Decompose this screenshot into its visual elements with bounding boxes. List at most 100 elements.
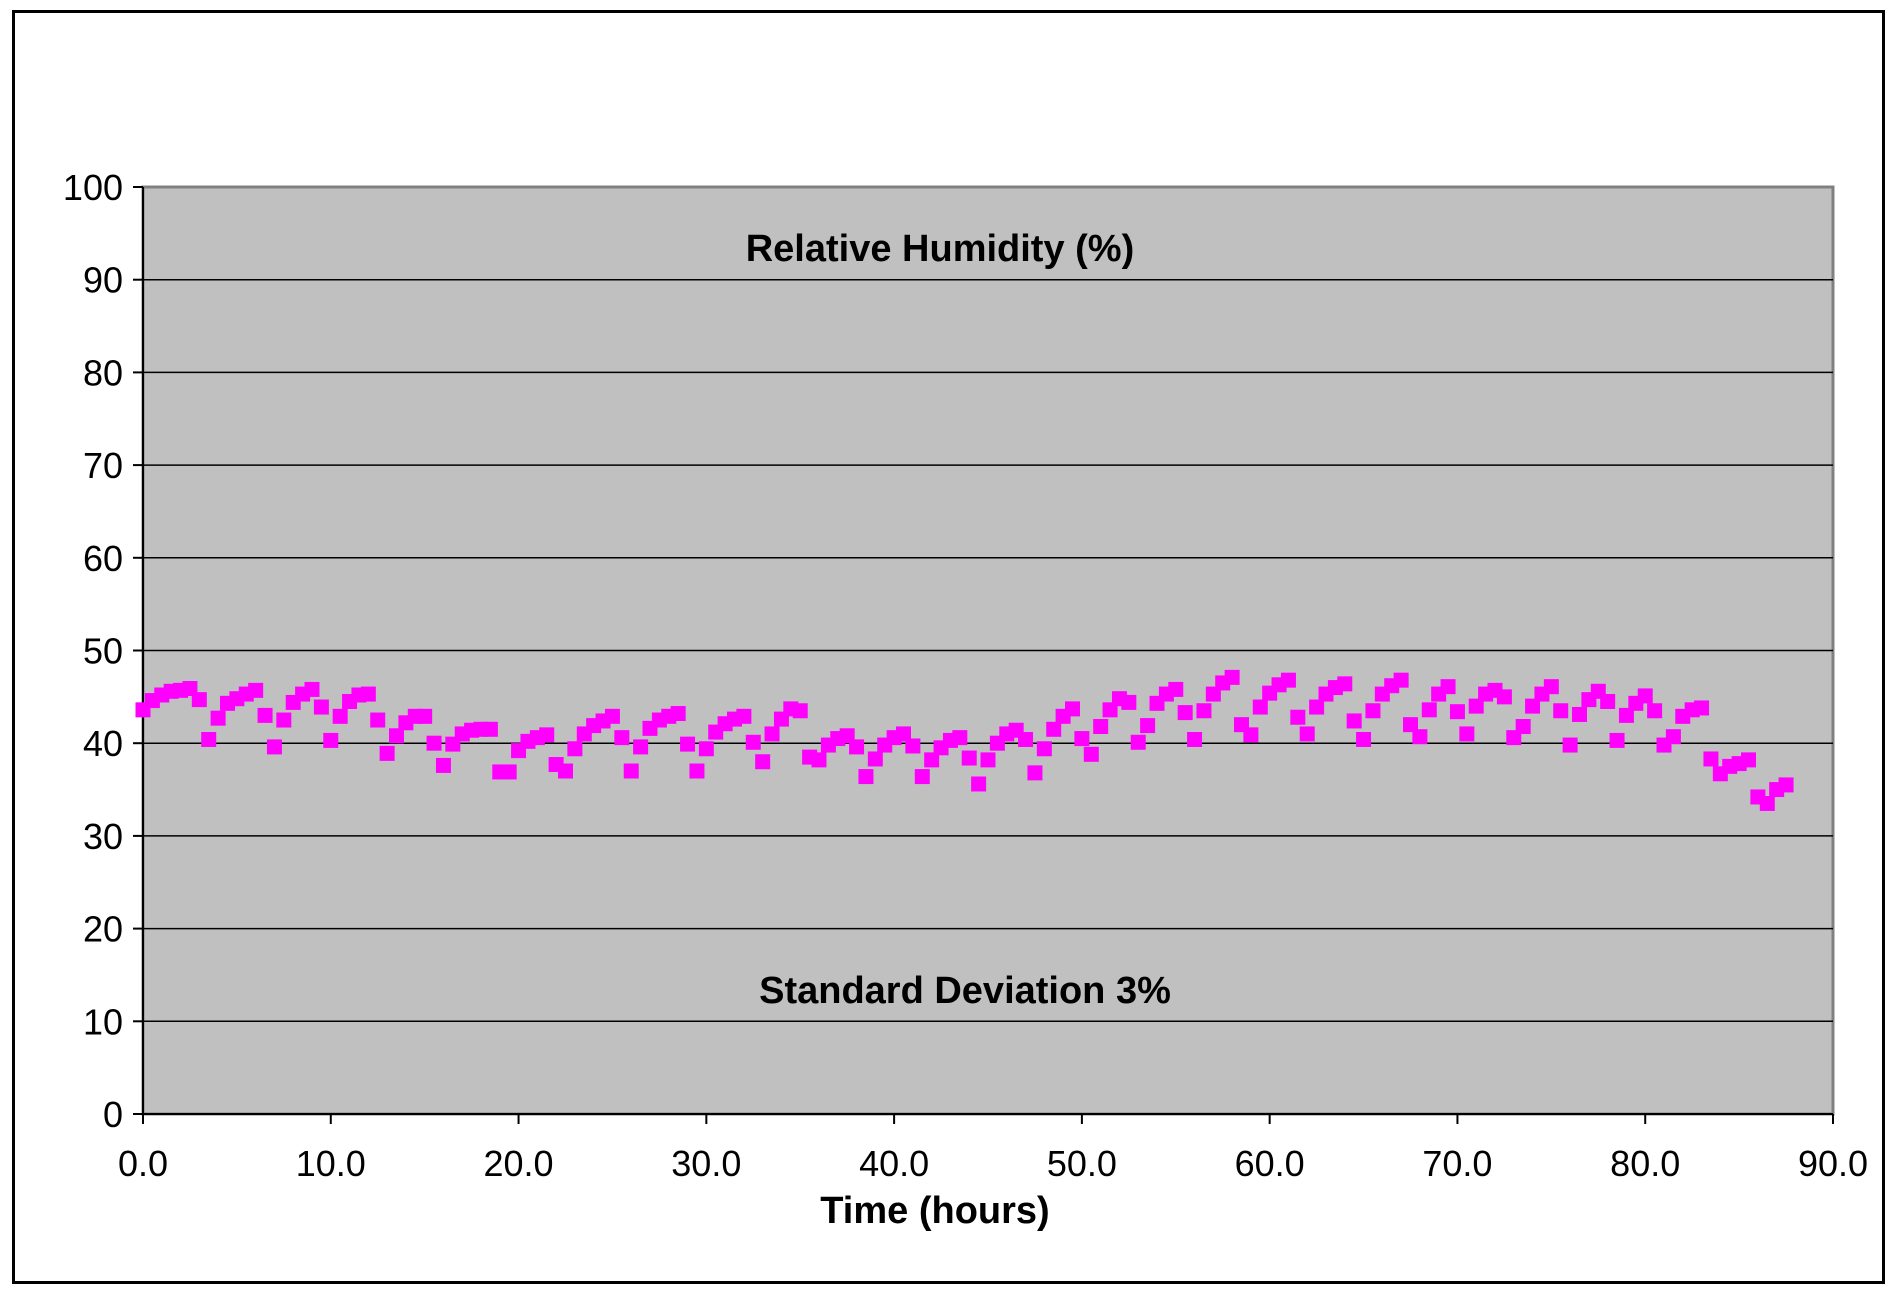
data-point [1496,689,1512,705]
y-tick-label: 60 [83,538,123,579]
data-point [1543,679,1559,695]
x-tick-label: 80.0 [1610,1143,1680,1184]
y-tick-label: 50 [83,631,123,672]
data-point [1525,698,1541,714]
data-point [896,726,911,742]
data-point [905,738,921,754]
annotation-std-dev: Standard Deviation 3% [759,970,1171,1012]
x-tick-label: 70.0 [1422,1143,1492,1184]
gridlines [133,186,1834,1124]
data-point [1280,672,1296,688]
data-point [426,735,442,751]
axes [142,187,1833,1115]
y-tick-label: 40 [83,723,123,764]
data-point [501,764,517,780]
data-point [736,708,752,724]
data-point [1299,726,1315,742]
data-point [1036,741,1052,757]
annotation-title: Relative Humidity (%) [746,228,1135,270]
data-point [323,732,339,748]
data-point [1609,732,1625,748]
data-point [266,739,282,755]
data-point [689,763,705,779]
data-point [558,763,573,779]
data-point [961,750,977,766]
data-point [1553,703,1569,719]
data-point [1337,676,1353,692]
data-point [971,776,987,792]
data-points [135,669,1794,811]
data-point [1018,731,1034,747]
data-point [1468,698,1484,714]
data-point [1694,700,1710,716]
data-point [313,699,329,715]
data-point [1365,703,1381,719]
x-tick-labels: 0.0 10.0 20.0 30.0 40.0 50.0 60.0 70.0 80.0 90.0 [118,1143,1868,1184]
data-point [1027,765,1043,781]
data-point [623,763,639,779]
data-point [567,741,583,757]
data-point [435,757,451,773]
data-point [1121,694,1137,710]
data-point [1637,688,1653,704]
data-point [304,681,320,697]
data-point [1778,777,1794,793]
data-point [1703,751,1719,767]
data-point [849,739,865,755]
data-point [1346,713,1362,729]
y-tick-labels: 0 10 20 30 40 50 60 70 80 90 100 [63,167,123,1135]
x-axis-title: Time (hours) [820,1190,1049,1232]
scatter-chart: 0 10 20 30 40 50 60 70 80 90 100 0.0 10.0 20.0 30.0 40… [63,167,1868,1232]
data-point [360,686,376,702]
data-point [858,769,874,785]
data-point [1449,704,1465,720]
data-point [1177,705,1193,721]
y-tick-label: 30 [83,816,123,857]
data-point [482,721,498,737]
data-point [1393,672,1409,688]
chart-frame: 0 10 20 30 40 50 60 70 80 90 100 0.0 10.0 20.0 30.0 40… [12,10,1885,1284]
data-point [1515,719,1531,735]
data-point [1356,731,1372,747]
data-point [952,730,968,746]
data-point [924,752,940,768]
data-point [1421,702,1437,718]
data-point [1459,726,1475,742]
y-tick-label: 90 [83,260,123,301]
data-point [539,727,555,743]
data-point [1403,717,1418,733]
data-point [1759,795,1775,811]
data-point [370,712,386,728]
data-point [1562,737,1578,753]
data-point [1083,746,1099,762]
data-point [670,706,686,722]
data-point [248,682,264,698]
data-point [210,710,226,726]
x-tick-label: 30.0 [671,1143,741,1184]
data-point [792,703,808,719]
data-point [1741,752,1756,768]
data-point [389,728,404,744]
data-point [417,708,433,724]
data-point [1065,701,1080,717]
data-point [1224,669,1240,685]
data-point [379,745,395,761]
data-point [614,730,630,746]
data-point [745,734,761,750]
x-tick-label: 50.0 [1047,1143,1117,1184]
y-tick-label: 10 [83,1001,123,1042]
data-point [1572,706,1587,722]
data-point [1412,729,1428,745]
y-tick-label: 20 [83,909,123,950]
data-point [1618,707,1634,723]
data-point [1665,729,1681,745]
data-point [1074,731,1090,747]
y-tick-label: 100 [63,167,123,208]
data-point [1440,679,1456,695]
data-point [1309,699,1325,715]
x-tick-label: 0.0 [118,1143,168,1184]
x-tick-label: 10.0 [296,1143,366,1184]
data-point [332,708,348,724]
data-point [811,752,827,768]
y-tick-label: 70 [83,445,123,486]
